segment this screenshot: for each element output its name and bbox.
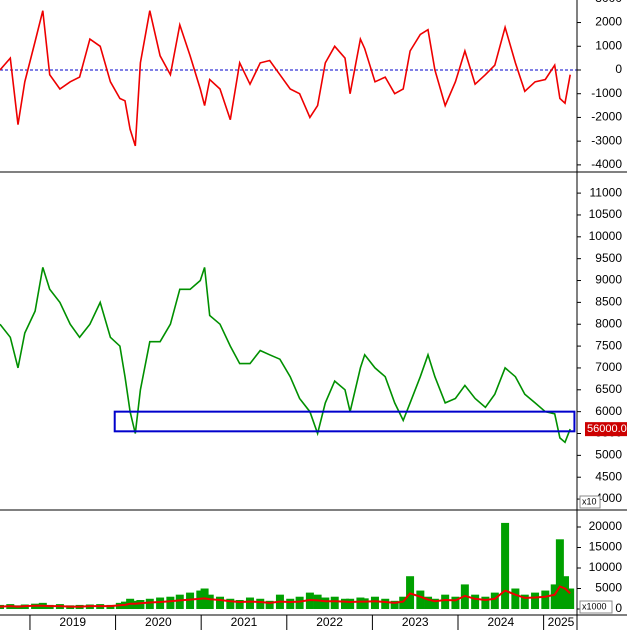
volume-bar <box>490 592 499 610</box>
volume-bar <box>265 600 274 610</box>
volume-bar <box>531 592 540 610</box>
series-line <box>0 10 571 147</box>
volume-bar <box>390 600 399 610</box>
volume-bar <box>381 598 390 610</box>
y-tick-label: -1000 <box>591 86 622 100</box>
volume-bar <box>501 522 510 610</box>
volume-bar <box>346 598 355 610</box>
x-tick-label: 2022 <box>316 615 343 629</box>
volume-bar <box>541 590 550 610</box>
volume-bar <box>471 594 480 610</box>
panel <box>0 522 575 610</box>
volume-bar <box>216 596 225 610</box>
price-tag-box <box>585 422 627 437</box>
x-tick-label: 2019 <box>59 615 86 629</box>
y-tick-label: 6000 <box>595 404 622 418</box>
y-tick-label: 5000 <box>595 448 622 462</box>
volume-bar <box>186 592 195 610</box>
price-zone <box>113 410 576 433</box>
y-tick-label: 10500 <box>589 207 623 221</box>
y-tick-label: 15000 <box>589 540 623 554</box>
y-tick-label: -2000 <box>591 110 622 124</box>
x-tick-label: 2023 <box>402 615 429 629</box>
x-tick-label: 2020 <box>145 615 172 629</box>
volume-bar <box>424 596 433 610</box>
series-line <box>0 585 571 608</box>
volume-bar <box>131 600 140 610</box>
volume-bar <box>566 588 575 610</box>
unit-label: x10 <box>582 496 597 506</box>
unit-label: x1000 <box>582 601 607 611</box>
volume-bar <box>555 539 564 610</box>
volume-bar <box>430 598 439 610</box>
y-tick-label: 4000 <box>595 491 622 505</box>
volume-bar <box>370 596 379 610</box>
y-tick-label: -3000 <box>591 133 622 147</box>
volume-bar <box>330 596 339 610</box>
y-tick-label: -4000 <box>591 157 622 171</box>
volume-bar <box>321 597 330 610</box>
y-tick-label: 10000 <box>589 229 623 243</box>
volume-bar <box>245 597 254 610</box>
volume-bar <box>205 594 214 610</box>
volume-bar <box>295 596 304 610</box>
volume-bar <box>416 590 425 610</box>
panel <box>0 267 571 444</box>
volume-bar <box>356 597 365 610</box>
volume-bar <box>156 597 165 610</box>
y-tick-label: 20000 <box>589 519 623 533</box>
y-tick-label: 4500 <box>595 469 622 483</box>
panel <box>0 10 577 147</box>
y-tick-label: 11000 <box>590 185 623 199</box>
y-tick-label: 6500 <box>595 382 622 396</box>
y-tick-label: 8000 <box>595 316 622 330</box>
y-tick-label: 7000 <box>595 360 622 374</box>
volume-bar <box>550 584 559 610</box>
y-tick-label: 9000 <box>595 273 622 287</box>
volume-bar <box>175 594 184 610</box>
y-tick-label: 2000 <box>595 15 622 29</box>
series-line <box>0 267 571 444</box>
unit-box <box>579 600 613 614</box>
y-tick-label: 7500 <box>595 338 622 352</box>
y-tick-label: 5000 <box>595 581 622 595</box>
unit-box <box>579 495 601 509</box>
y-tick-label: 8500 <box>595 295 622 309</box>
volume-bar <box>561 576 570 610</box>
y-tick-label: 9500 <box>595 251 622 265</box>
volume-bar <box>520 594 529 610</box>
x-tick-label: 2021 <box>231 615 258 629</box>
x-tick-label: 2024 <box>487 615 514 629</box>
volume-bar <box>256 598 265 610</box>
volume-bar <box>235 599 244 610</box>
volume-bar <box>481 596 490 610</box>
volume-bar <box>399 596 408 610</box>
y-tick-label: 0 <box>615 601 622 615</box>
y-tick-label: 3000 <box>595 0 622 5</box>
volume-bar <box>226 598 235 610</box>
x-tick-label: 2025 <box>548 615 575 629</box>
y-tick-label: 1000 <box>595 38 622 52</box>
price-tag: 56000.00 <box>587 423 627 435</box>
y-tick-label: 0 <box>615 62 622 76</box>
volume-bar <box>145 598 154 610</box>
volume-bar <box>441 594 450 610</box>
volume-bar <box>341 598 350 610</box>
volume-bar <box>313 594 322 610</box>
volume-bar <box>166 596 175 610</box>
volume-bar <box>360 598 369 610</box>
volume-bar <box>286 598 295 610</box>
volume-bar <box>511 588 520 610</box>
volume-bar <box>451 596 460 610</box>
volume-bar <box>136 599 145 610</box>
y-tick-label: 10000 <box>589 560 623 574</box>
